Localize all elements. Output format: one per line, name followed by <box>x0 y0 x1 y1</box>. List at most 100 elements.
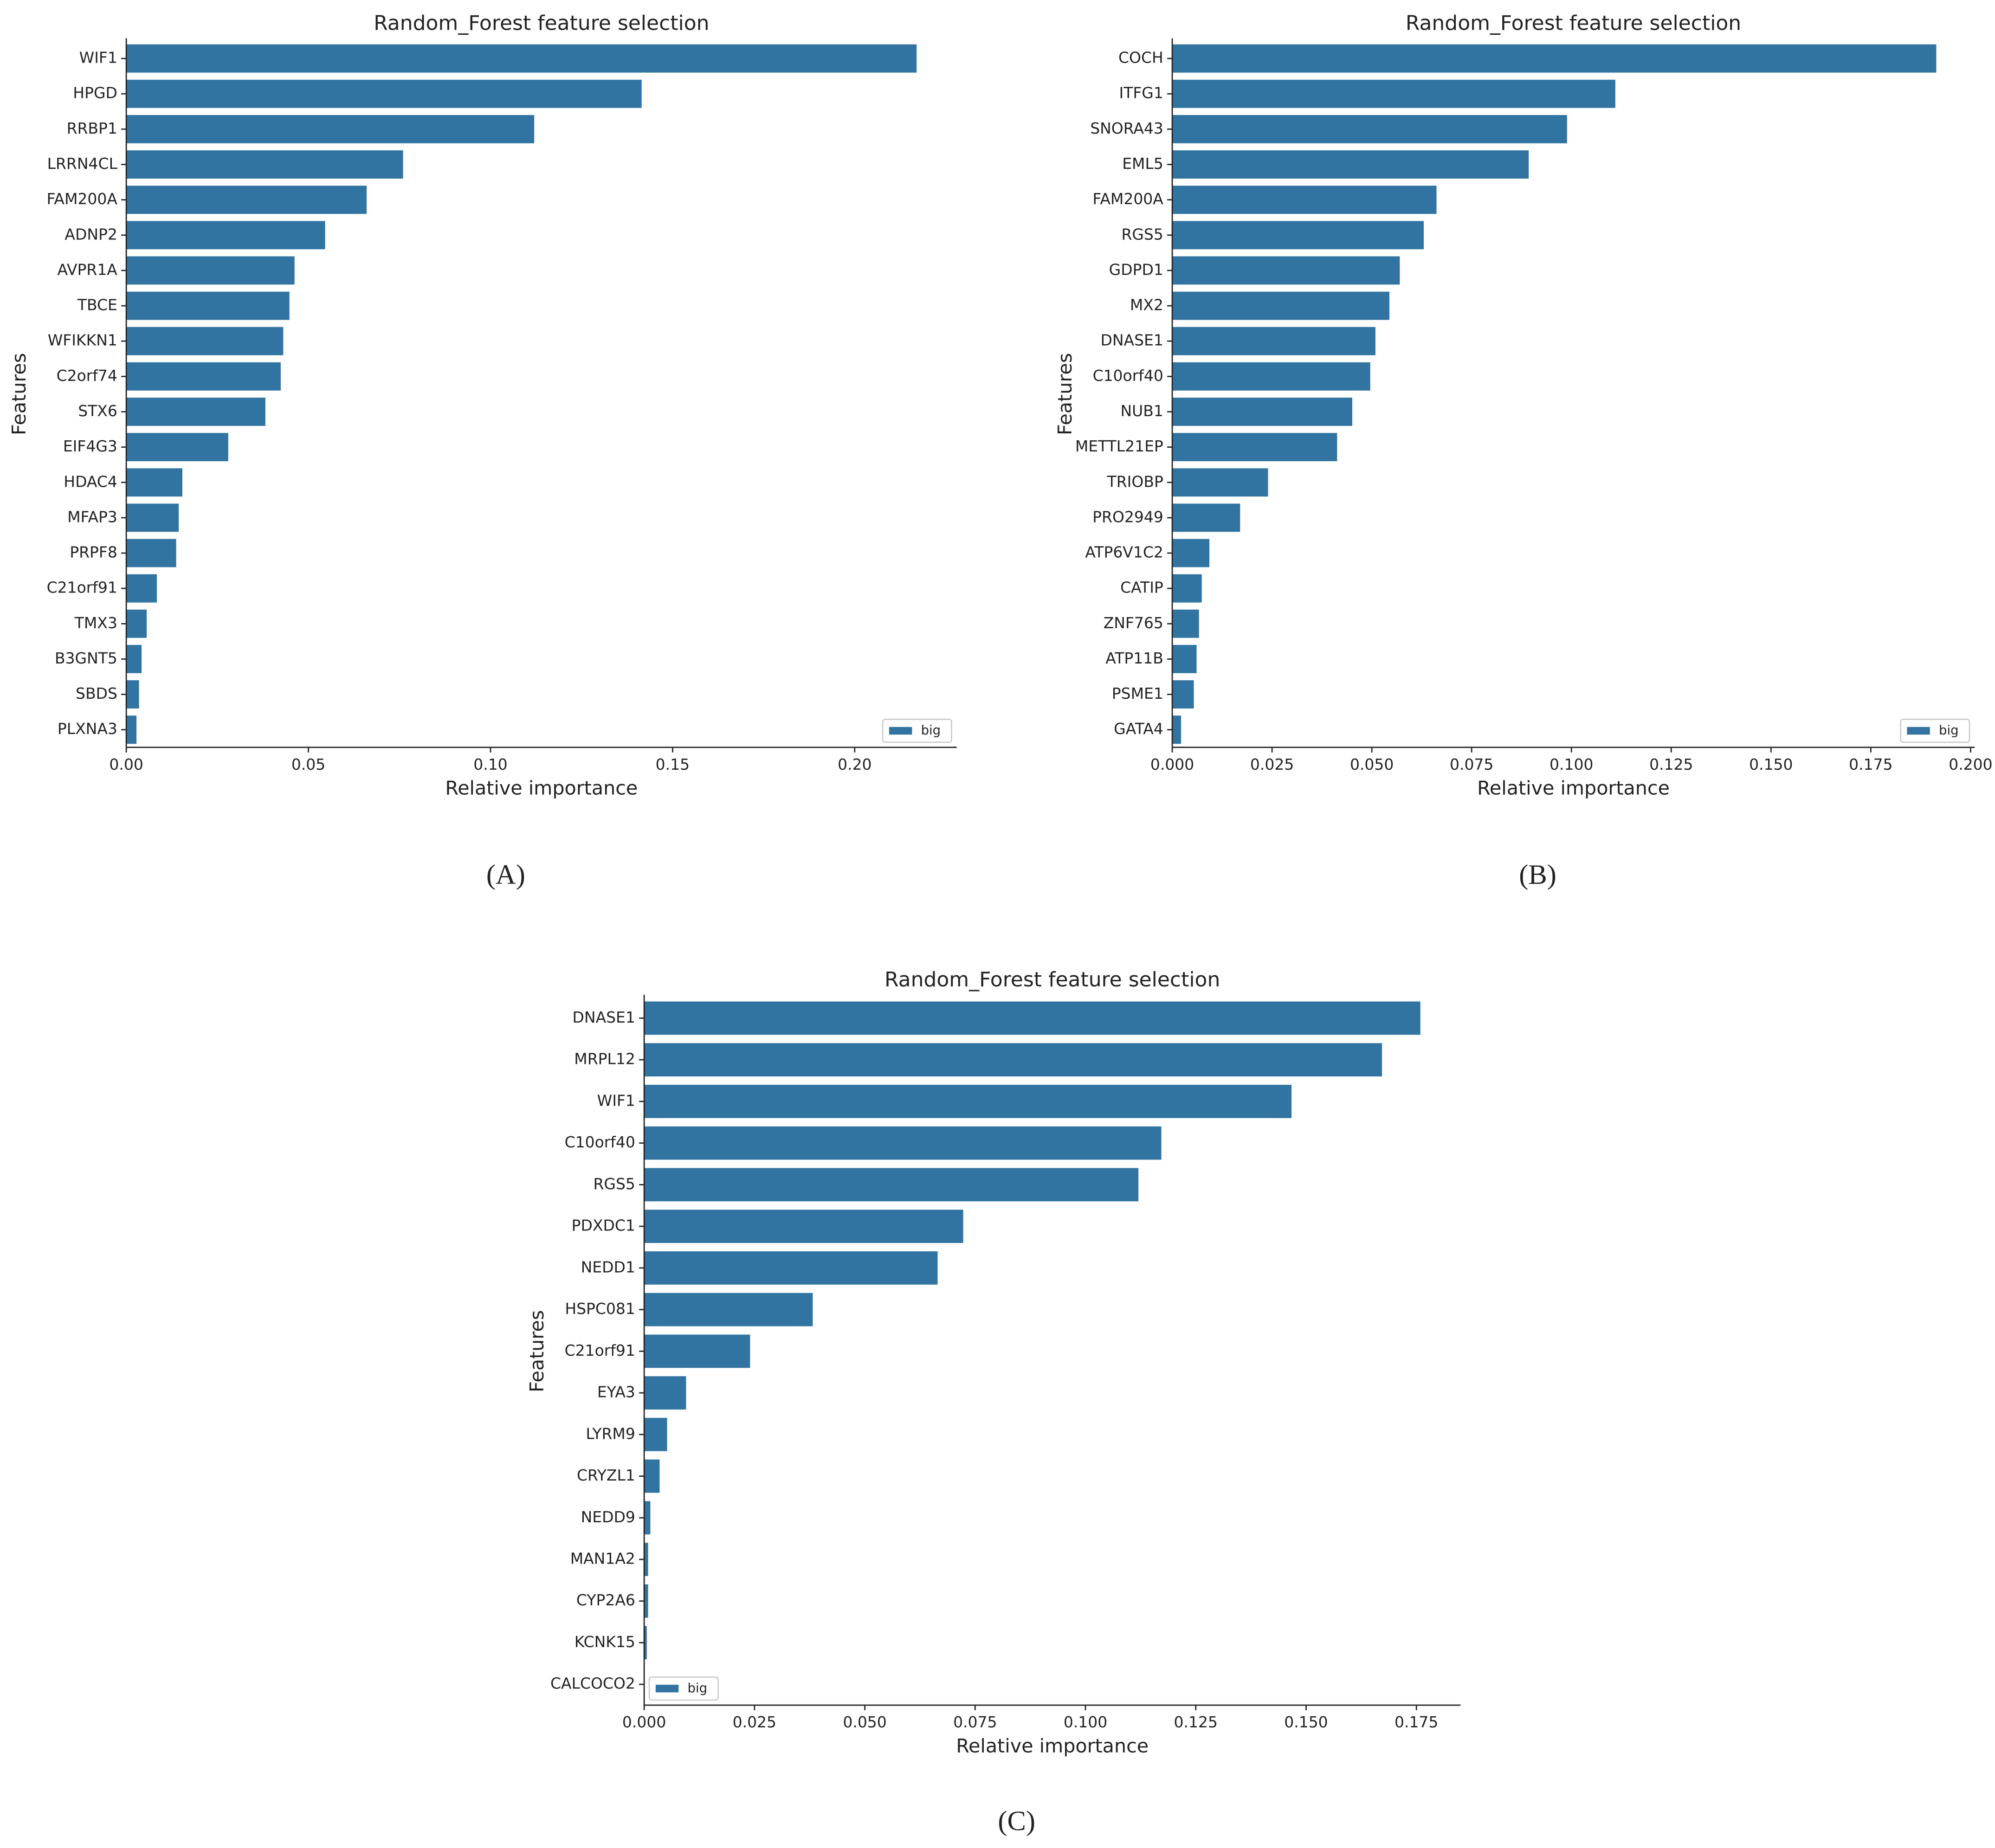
y-tick-label: MFAP3 <box>67 508 117 526</box>
bar <box>126 503 179 532</box>
bar <box>126 150 403 179</box>
bar <box>126 256 295 285</box>
x-tick-label: 0.075 <box>953 1713 997 1731</box>
y-axis-label: Features <box>1054 353 1076 435</box>
y-tick-label: TMX3 <box>74 614 117 632</box>
y-tick-label: RGS5 <box>1121 225 1163 243</box>
bar <box>644 1334 750 1368</box>
y-tick-label: TBCE <box>77 296 117 314</box>
bar <box>1172 150 1529 179</box>
bar <box>1172 680 1194 709</box>
x-tick-label: 0.050 <box>1350 755 1394 773</box>
y-tick-label: NUB1 <box>1120 402 1163 420</box>
legend-swatch <box>655 1685 679 1693</box>
x-axis-label: Relative importance <box>445 777 638 799</box>
y-axis-label: Features <box>526 1310 548 1392</box>
bar <box>644 1043 1382 1077</box>
bar <box>644 1543 648 1576</box>
y-tick-label: C2orf74 <box>57 367 117 385</box>
x-tick-label: 0.125 <box>1649 755 1693 773</box>
x-tick-label: 0.150 <box>1284 1713 1328 1731</box>
y-tick-label: PSME1 <box>1112 684 1163 702</box>
y-tick-label: STX6 <box>78 402 117 420</box>
y-tick-label: CATIP <box>1120 579 1163 597</box>
y-tick-label: NEDD9 <box>581 1508 635 1526</box>
x-tick-label: 0.100 <box>1550 755 1593 773</box>
legend-swatch <box>889 727 912 735</box>
x-tick-label: 0.175 <box>1395 1713 1438 1731</box>
legend-label: big <box>921 723 941 738</box>
y-tick-label: FAM200A <box>46 190 117 208</box>
panel-label: (C) <box>998 1806 1035 1837</box>
bar <box>644 1210 963 1243</box>
y-tick-label: GATA4 <box>1114 720 1163 738</box>
y-tick-label: SNORA43 <box>1090 119 1163 137</box>
bar <box>126 680 139 709</box>
bar <box>1172 362 1370 391</box>
bar <box>126 79 642 108</box>
y-tick-label: ATP6V1C2 <box>1085 543 1163 561</box>
y-tick-label: COCH <box>1118 49 1163 67</box>
bar <box>644 1126 1162 1160</box>
y-tick-label: MRPL12 <box>574 1050 635 1068</box>
bar <box>1172 44 1937 73</box>
legend-label: big <box>1939 723 1959 738</box>
bar <box>126 186 367 214</box>
y-tick-label: B3GNT5 <box>55 649 117 667</box>
y-tick-label: METTL21EP <box>1075 437 1163 455</box>
y-tick-label: PRO2949 <box>1092 508 1163 526</box>
legend-box <box>882 718 952 743</box>
y-tick-label: HPGD <box>73 84 117 102</box>
y-tick-label: C21orf91 <box>565 1341 635 1359</box>
bar <box>126 468 182 497</box>
bar <box>1172 715 1181 744</box>
bar <box>1172 79 1615 108</box>
y-tick-label: ZNF765 <box>1104 614 1163 632</box>
bar <box>644 1459 660 1493</box>
y-tick-label: WIF1 <box>597 1091 635 1109</box>
panel-label: (A) <box>486 859 525 890</box>
legend-label: big <box>688 1681 708 1695</box>
bar <box>644 1417 667 1451</box>
y-tick-label: FAM200A <box>1092 190 1163 208</box>
bar <box>126 115 535 143</box>
bar <box>1172 503 1240 532</box>
y-tick-label: ADNP2 <box>65 225 117 243</box>
bar <box>126 609 147 638</box>
x-tick-label: 0.075 <box>1450 755 1493 773</box>
y-tick-label: WIF1 <box>79 49 117 67</box>
bar <box>126 362 281 391</box>
y-tick-label: EML5 <box>1122 155 1163 173</box>
x-axis-label: Relative importance <box>956 1735 1149 1757</box>
y-tick-label: PDXDC1 <box>572 1217 635 1235</box>
bar <box>644 1501 651 1535</box>
bar <box>1172 644 1197 673</box>
panel-label: (B) <box>1519 859 1556 890</box>
chart: Random_Forest feature selection WIF1 HPGD R… <box>8 11 957 890</box>
y-tick-label: C10orf40 <box>565 1133 635 1151</box>
bar <box>1172 398 1353 426</box>
x-tick-label: 0.025 <box>733 1713 776 1731</box>
y-tick-label: MAN1A2 <box>570 1550 635 1568</box>
y-tick-label: CALCOCO2 <box>550 1674 635 1693</box>
y-tick-label: ITFG1 <box>1119 84 1163 102</box>
bar <box>126 291 290 320</box>
x-tick-label: 0.025 <box>1250 755 1294 773</box>
chart-title: Random_Forest feature selection <box>885 968 1220 992</box>
x-tick-label: 0.20 <box>838 755 872 773</box>
y-tick-label: LRRN4CL <box>47 155 118 173</box>
y-tick-label: NEDD1 <box>581 1258 635 1276</box>
bar <box>126 221 325 250</box>
x-tick-label: 0.100 <box>1064 1713 1107 1731</box>
y-tick-label: CYP2A6 <box>576 1591 635 1609</box>
x-tick-label: 0.125 <box>1174 1713 1218 1731</box>
bar <box>126 327 284 355</box>
bar <box>1172 221 1424 250</box>
y-tick-label: HDAC4 <box>64 472 117 490</box>
y-tick-label: PRPF8 <box>70 543 117 561</box>
x-tick-label: 0.150 <box>1749 755 1793 773</box>
y-tick-label: MX2 <box>1130 296 1163 314</box>
chart: Random_Forest feature selection DNASE1 MRP… <box>526 968 1461 1837</box>
x-tick-label: 0.050 <box>843 1713 886 1731</box>
